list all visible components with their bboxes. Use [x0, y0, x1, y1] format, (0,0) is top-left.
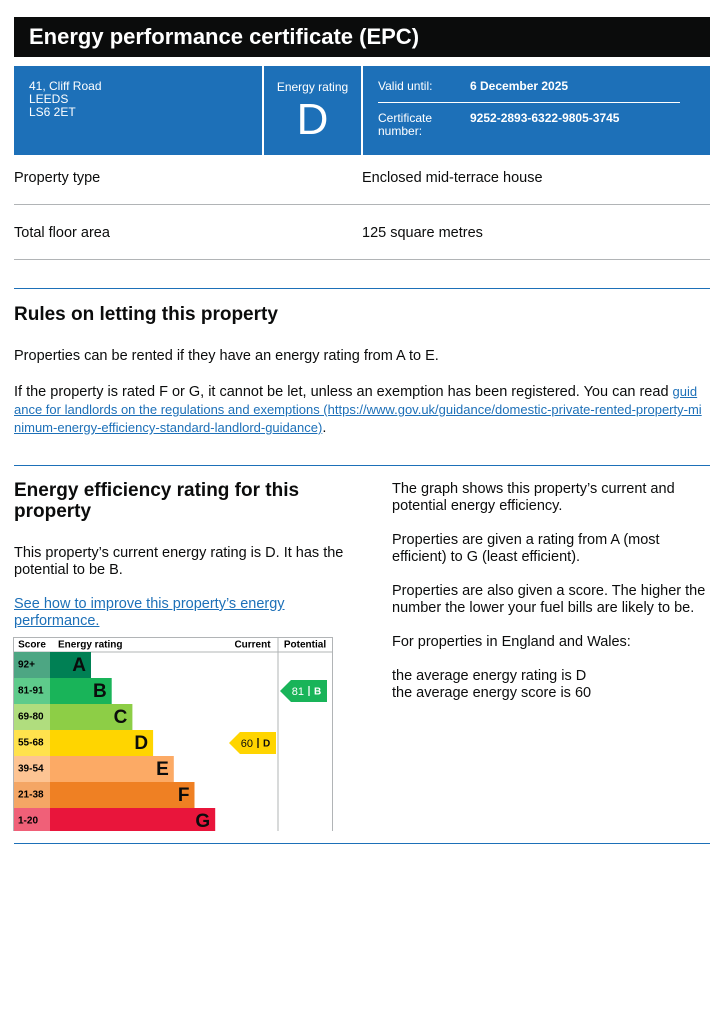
section-heading: Energy efficiency rating for this proper… [14, 480, 300, 522]
score-cell [14, 756, 50, 782]
paragraph: the average energy score is 60 [392, 685, 592, 701]
score-cell [14, 730, 50, 756]
chart-border [13, 637, 333, 831]
paragraph: Properties are given a rating from A (mo… [392, 532, 660, 565]
address-line: LS6 2ET [29, 105, 76, 119]
row-value: 125 square metres [362, 225, 483, 241]
arrow-score: 81 [292, 686, 304, 698]
row-label: Total floor area [14, 225, 110, 241]
rating-bar [50, 808, 216, 831]
score-range: 55-68 [18, 738, 44, 749]
score-cell [14, 808, 50, 831]
column-header: Potential [284, 640, 326, 651]
divider [262, 66, 264, 155]
rating-bar [50, 782, 195, 808]
rating: D [296, 95, 329, 144]
text: If the property is rated F or G, it cann… [14, 384, 673, 400]
score-cell [14, 678, 50, 704]
text: . [322, 420, 327, 436]
valid-label: Valid until: [378, 79, 433, 93]
rating-bar [50, 756, 174, 782]
improve-link[interactable]: See how to improve this property’s energ… [14, 596, 285, 629]
divider [361, 66, 363, 155]
paragraph: If the property is rated F or G, it cann… [14, 383, 704, 437]
paragraph: For properties in England and Wales: [392, 634, 631, 650]
section-rule [14, 843, 710, 844]
paragraph: the average energy rating is D [392, 668, 587, 684]
paragraph: This property’s current energy rating is… [14, 545, 344, 578]
score-range: 1-20 [18, 816, 38, 827]
rating-letter: B [93, 681, 107, 702]
rating-letter: D [134, 733, 148, 754]
column-header: Score [18, 640, 46, 651]
rating-letter: E [156, 759, 169, 780]
score-range: 92+ [18, 660, 35, 671]
rating-bar [50, 652, 91, 678]
score-range: 39-54 [18, 764, 44, 775]
rating-chart: Score Energy rating Current Potential 92+ A 81… [13, 637, 333, 831]
summary-box: 41, Cliff Road LEEDS LS6 2ET Energy rati… [14, 66, 710, 155]
score-range: 21-38 [18, 790, 44, 801]
paragraph: Properties can be rented if they have an… [14, 348, 439, 364]
row-rule [14, 204, 710, 205]
rating-label: Energy rating [276, 80, 349, 94]
address-line: LEEDS [29, 92, 69, 106]
rating-letter: A [72, 655, 86, 676]
separator [378, 102, 680, 103]
paragraph: The graph shows this property’s current … [392, 481, 675, 514]
rating-arrow [229, 732, 276, 754]
section-heading: Rules on letting this property [14, 304, 278, 325]
certificate-number: 9252-2893-6322-9805-3745 [470, 111, 620, 125]
arrow-letter: D [263, 739, 270, 750]
rating-letter: F [178, 785, 190, 806]
score-range: 69-80 [18, 712, 44, 723]
score-range: 81-91 [18, 686, 44, 697]
rating-bar [50, 678, 112, 704]
address: 41, Cliff Road LEEDS LS6 2ET [29, 80, 102, 119]
arrow-letter: B [314, 687, 321, 698]
notes: The graph shows this property’s current … [392, 481, 710, 702]
rating-arrow [280, 680, 327, 702]
rating-letter: G [195, 811, 210, 831]
address-line: 41, Cliff Road [29, 79, 102, 93]
valid-until: 6 December 2025 [470, 79, 569, 93]
column-header: Current [234, 640, 271, 651]
rating-bar [50, 730, 154, 756]
score-cell [14, 652, 50, 678]
section-rule [14, 288, 710, 289]
rating-bar [50, 704, 133, 730]
certificate-label: Certificate number: [378, 111, 433, 138]
rating-letter: C [114, 707, 128, 728]
paragraph: Properties are also given a score. The h… [392, 583, 706, 616]
score-cell [14, 704, 50, 730]
guidance-link[interactable]: guidance for landlords on the regulation… [14, 384, 702, 435]
column-header: Energy rating [58, 640, 122, 651]
row-label: Property type [14, 170, 101, 186]
row-value: Enclosed mid-terrace house [362, 170, 543, 186]
page-title: Energy performance certificate (EPC) [14, 17, 710, 57]
score-cell [14, 782, 50, 808]
arrow-score: 60 [241, 738, 253, 750]
row-rule [14, 259, 710, 260]
section-rule [14, 465, 710, 466]
